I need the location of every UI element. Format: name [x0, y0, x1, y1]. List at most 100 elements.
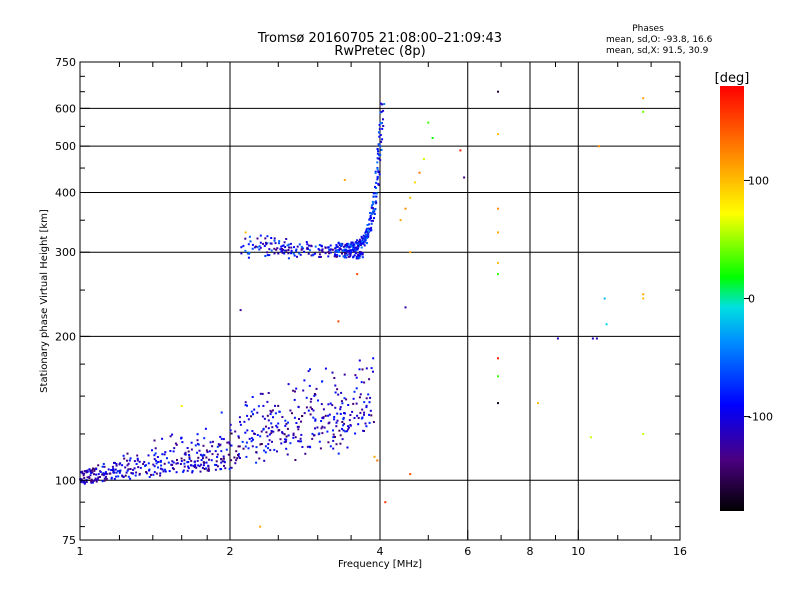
data-point — [374, 185, 376, 188]
data-point — [349, 245, 352, 248]
data-point — [290, 249, 293, 252]
data-point — [250, 440, 253, 443]
data-point — [176, 459, 178, 461]
data-point — [274, 404, 276, 407]
data-point — [202, 464, 205, 467]
data-point — [285, 249, 288, 252]
data-point — [341, 242, 344, 245]
data-point — [176, 462, 179, 465]
data-point — [314, 419, 317, 422]
data-point — [309, 368, 311, 371]
data-point — [301, 415, 304, 417]
data-point — [269, 413, 272, 416]
data-point — [307, 252, 310, 255]
data-point — [224, 467, 227, 470]
data-point — [161, 453, 164, 456]
data-point — [379, 111, 382, 114]
data-point — [358, 254, 361, 257]
data-point — [257, 405, 260, 408]
data-point — [347, 428, 350, 431]
data-point — [296, 255, 298, 258]
data-point — [366, 228, 369, 231]
data-point — [204, 427, 207, 430]
data-point — [105, 472, 108, 475]
data-point — [197, 456, 200, 459]
data-point — [157, 461, 160, 463]
data-point — [283, 433, 286, 436]
data-point — [188, 456, 191, 459]
colorbar-label: [deg] — [715, 71, 750, 86]
data-point — [333, 377, 336, 379]
data-point — [318, 249, 321, 252]
colorbar-tick-label: 100 — [748, 174, 769, 187]
data-point — [119, 462, 122, 465]
data-point — [234, 462, 237, 465]
data-point — [361, 252, 364, 255]
data-point — [298, 252, 301, 255]
data-point — [281, 251, 284, 254]
data-point — [352, 255, 355, 258]
data-point — [172, 450, 175, 453]
data-point — [338, 244, 341, 247]
data-point — [360, 242, 363, 245]
data-point — [101, 465, 104, 468]
data-point — [133, 460, 136, 463]
data-point — [144, 464, 146, 467]
data-point — [92, 467, 95, 470]
data-point — [290, 252, 293, 255]
data-point — [131, 472, 134, 475]
data-point — [340, 400, 343, 403]
data-point — [112, 469, 115, 472]
data-point — [337, 320, 340, 323]
data-point — [126, 469, 129, 472]
data-point — [105, 477, 108, 480]
data-point — [380, 148, 383, 151]
data-point — [339, 434, 342, 437]
data-point — [315, 387, 318, 390]
data-point — [281, 244, 284, 247]
data-point — [193, 460, 196, 463]
data-point — [264, 451, 267, 454]
data-point — [122, 454, 125, 457]
data-point — [334, 250, 337, 253]
data-point — [359, 393, 362, 396]
data-point — [281, 432, 284, 435]
data-point — [205, 467, 208, 470]
data-point — [359, 253, 362, 255]
data-point — [267, 419, 270, 422]
data-point — [365, 425, 368, 428]
data-point — [334, 436, 336, 438]
data-point — [354, 374, 357, 377]
data-point — [283, 441, 286, 444]
data-point — [171, 464, 174, 466]
data-point — [119, 469, 122, 472]
data-point — [352, 402, 355, 405]
data-point — [273, 252, 276, 255]
data-point — [215, 460, 218, 463]
data-point — [266, 251, 269, 254]
data-point — [306, 445, 309, 448]
data-point — [277, 429, 280, 432]
data-point — [345, 256, 348, 259]
data-point — [361, 368, 364, 371]
data-point — [354, 248, 357, 251]
data-point — [363, 244, 366, 247]
data-point — [225, 448, 228, 451]
data-point — [251, 396, 254, 398]
data-point — [179, 463, 182, 465]
data-point — [293, 254, 296, 257]
data-point — [212, 440, 214, 443]
data-point — [497, 90, 499, 93]
data-point — [271, 426, 274, 429]
data-point — [244, 404, 247, 407]
data-point — [380, 140, 383, 143]
data-point — [127, 462, 130, 465]
data-point — [355, 252, 358, 255]
data-point — [341, 421, 344, 423]
data-point — [338, 255, 341, 258]
data-point — [299, 253, 302, 256]
data-point — [153, 458, 156, 461]
data-point — [164, 451, 167, 454]
data-point — [279, 438, 282, 441]
data-point — [358, 396, 361, 399]
